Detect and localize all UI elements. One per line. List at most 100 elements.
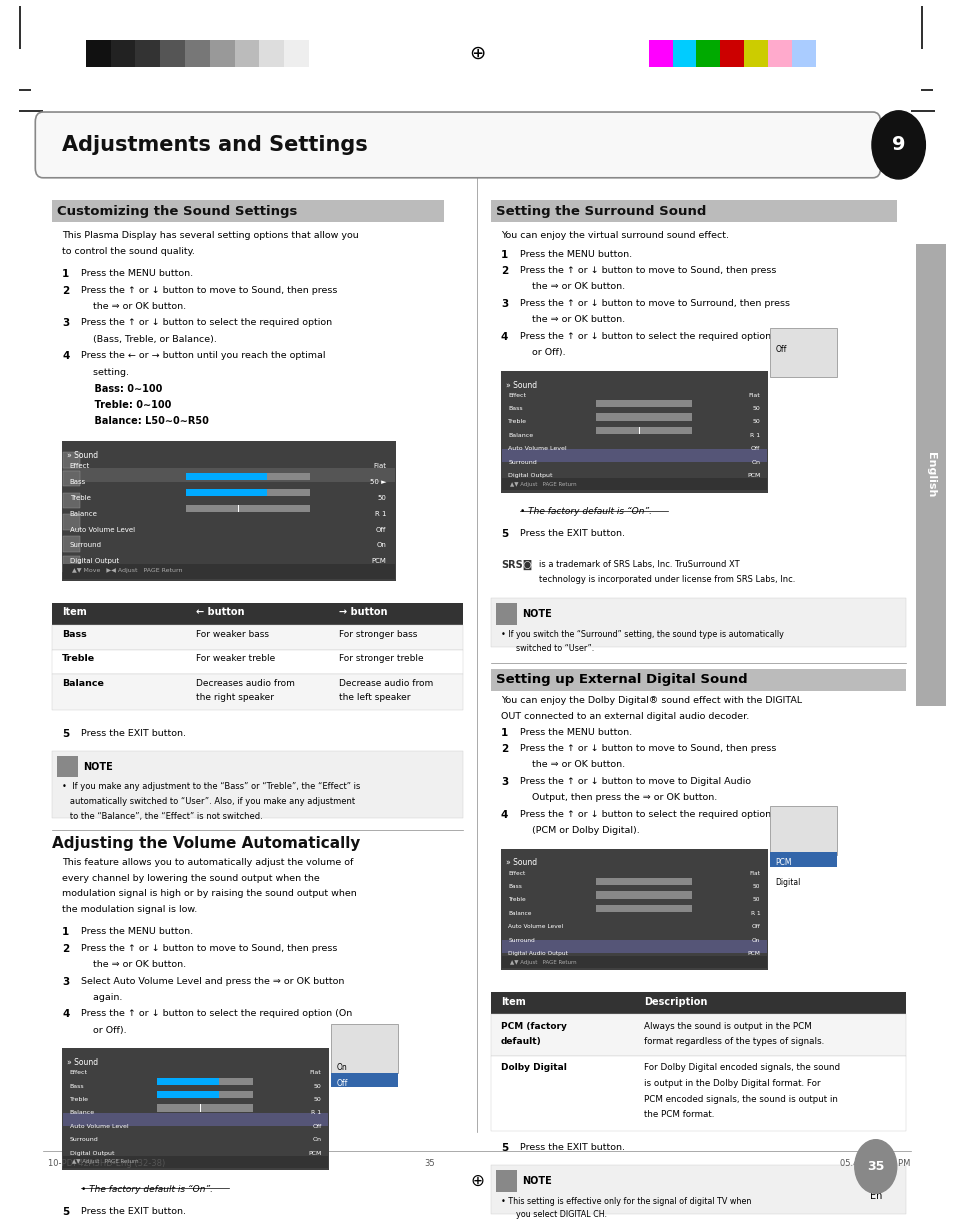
Bar <box>63 499 395 513</box>
Text: Press the ↑ or ↓ button to move to Digital Audio: Press the ↑ or ↓ button to move to Digit… <box>519 777 750 786</box>
Bar <box>19 6 21 49</box>
Bar <box>52 650 462 674</box>
Text: On: On <box>751 938 760 943</box>
Text: R 1: R 1 <box>311 1110 321 1116</box>
Text: On: On <box>336 1063 347 1072</box>
Text: » Sound: » Sound <box>67 1059 98 1067</box>
Bar <box>19 89 31 92</box>
Text: Flat: Flat <box>748 393 760 398</box>
Text: 50: 50 <box>314 1084 321 1089</box>
Bar <box>57 756 78 778</box>
Bar <box>63 452 80 468</box>
Text: For Dolby Digital encoded signals, the sound: For Dolby Digital encoded signals, the s… <box>643 1063 840 1072</box>
Text: Press the ↑ or ↓ button to move to Sound, then press: Press the ↑ or ↓ button to move to Sound… <box>519 266 776 275</box>
Bar <box>767 40 791 67</box>
Bar <box>501 382 766 396</box>
Text: PCM: PCM <box>308 1150 321 1155</box>
Text: Adjustments and Settings: Adjustments and Settings <box>62 134 367 155</box>
Bar <box>696 40 720 67</box>
Text: PCM: PCM <box>747 951 760 956</box>
Text: Press the ↑ or ↓ button to select the required option (On: Press the ↑ or ↓ button to select the re… <box>519 332 790 341</box>
Text: technology is incorporated under license from SRS Labs, Inc.: technology is incorporated under license… <box>538 575 795 585</box>
Bar <box>501 900 766 913</box>
Bar <box>720 40 743 67</box>
Text: For weaker treble: For weaker treble <box>195 654 274 663</box>
Text: Bass: 0∼100: Bass: 0∼100 <box>81 385 162 394</box>
Text: (PCM or Dolby Digital).: (PCM or Dolby Digital). <box>519 827 639 835</box>
Bar <box>596 891 691 899</box>
Bar <box>491 200 896 221</box>
Text: Treble: Treble <box>62 654 95 663</box>
Bar <box>63 1100 328 1112</box>
Bar <box>596 427 691 435</box>
Bar <box>491 1056 905 1131</box>
Text: Treble: 0∼100: Treble: 0∼100 <box>81 400 172 410</box>
Bar <box>157 1092 219 1099</box>
Text: 50: 50 <box>377 495 386 501</box>
Bar <box>596 400 691 408</box>
Text: Flat: Flat <box>749 871 760 875</box>
Text: Balance: Balance <box>70 1110 94 1116</box>
Bar <box>769 806 836 855</box>
Text: Flat: Flat <box>310 1071 321 1076</box>
Text: » Sound: » Sound <box>67 451 98 460</box>
Text: On: On <box>376 542 386 548</box>
Text: Off: Off <box>775 346 786 354</box>
Bar <box>63 1126 328 1139</box>
Text: Decreases audio from: Decreases audio from <box>195 679 294 687</box>
Text: For stronger treble: For stronger treble <box>338 654 423 663</box>
Text: English: English <box>925 452 935 498</box>
Text: Effect: Effect <box>508 393 526 398</box>
Text: ▲▼ Adjust   PAGE Return: ▲▼ Adjust PAGE Return <box>510 481 577 487</box>
Text: the modulation signal is low.: the modulation signal is low. <box>62 905 197 915</box>
Bar <box>920 6 922 49</box>
Bar <box>200 1105 201 1111</box>
Bar <box>501 462 766 475</box>
Text: the ⇒ or OK button.: the ⇒ or OK button. <box>519 282 624 292</box>
Text: Setting up External Digital Sound: Setting up External Digital Sound <box>496 673 747 686</box>
Bar <box>496 603 517 625</box>
Bar <box>210 40 234 67</box>
Text: is output in the Dolby Digital format. For: is output in the Dolby Digital format. F… <box>643 1079 820 1088</box>
Bar <box>62 442 395 581</box>
Bar <box>157 1078 219 1085</box>
Bar <box>501 913 766 927</box>
Bar <box>63 484 395 497</box>
Text: 3: 3 <box>62 319 70 328</box>
Bar <box>63 1060 328 1073</box>
Bar <box>234 40 259 67</box>
Bar <box>86 40 111 67</box>
Bar <box>501 396 766 409</box>
Text: the left speaker: the left speaker <box>338 694 410 702</box>
Text: Press the EXIT button.: Press the EXIT button. <box>81 1206 186 1216</box>
Text: Effect: Effect <box>70 463 90 469</box>
Bar <box>501 422 766 436</box>
Text: the ⇒ or OK button.: the ⇒ or OK button. <box>519 315 624 325</box>
Text: or Off).: or Off). <box>519 348 565 358</box>
Bar <box>52 751 462 818</box>
Text: 5: 5 <box>62 729 70 739</box>
Text: 05.4.20, 4:31 PM: 05.4.20, 4:31 PM <box>839 1159 909 1168</box>
Text: 1: 1 <box>62 927 70 938</box>
Bar <box>157 1092 253 1099</box>
Text: 3: 3 <box>62 977 70 987</box>
Text: 35: 35 <box>866 1160 883 1173</box>
Bar <box>491 1165 905 1214</box>
Text: For weaker bass: For weaker bass <box>195 630 269 639</box>
Text: the right speaker: the right speaker <box>195 694 274 702</box>
Text: This Plasma Display has several setting options that allow you: This Plasma Display has several setting … <box>62 231 358 241</box>
Text: Item: Item <box>500 998 525 1007</box>
FancyBboxPatch shape <box>35 112 880 178</box>
Text: Press the ↑ or ↓ button to move to Sound, then press: Press the ↑ or ↓ button to move to Sound… <box>81 944 337 952</box>
Bar <box>259 40 284 67</box>
Bar <box>238 504 239 512</box>
Bar <box>501 409 766 422</box>
Text: setting.: setting. <box>81 368 129 377</box>
Text: Press the ↑ or ↓ button to move to Surround, then press: Press the ↑ or ↓ button to move to Surro… <box>519 299 789 308</box>
Text: You can enjoy the Dolby Digital® sound effect with the DIGITAL: You can enjoy the Dolby Digital® sound e… <box>500 696 801 705</box>
Text: Digital Output: Digital Output <box>70 1150 114 1155</box>
Bar <box>186 473 267 480</box>
Bar <box>157 1078 253 1085</box>
Bar <box>501 873 766 886</box>
Bar <box>135 40 160 67</box>
